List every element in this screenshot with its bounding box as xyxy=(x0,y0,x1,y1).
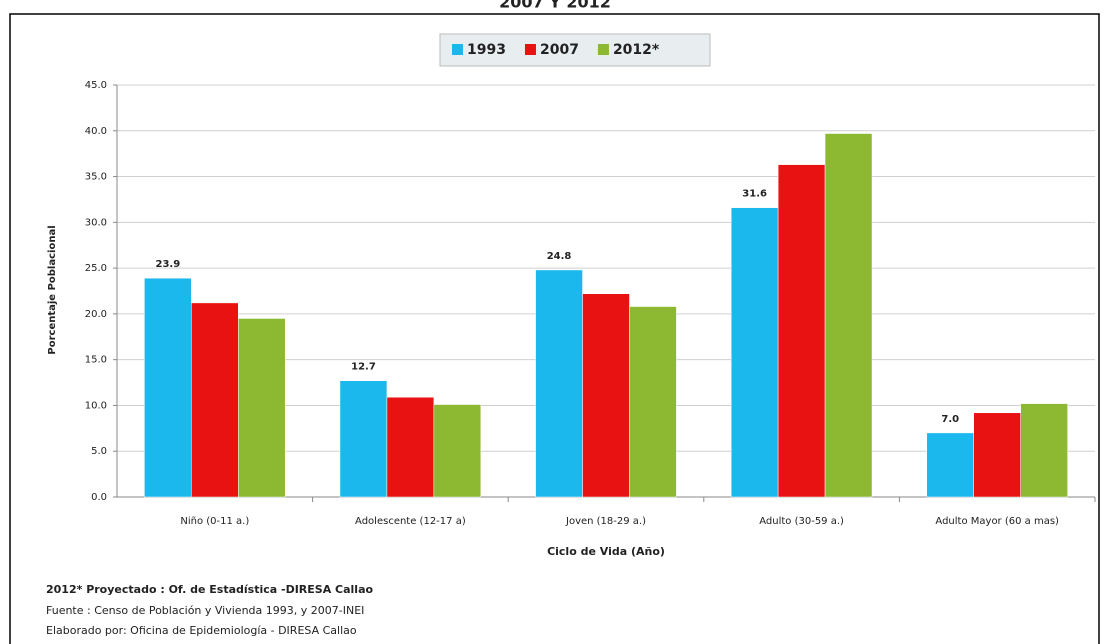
y-tick-label: 0.0 xyxy=(91,492,107,503)
bar xyxy=(191,302,239,498)
chart-title: 2007 Y 2012 xyxy=(499,0,611,12)
bar xyxy=(386,396,435,498)
data-label: 12.7 xyxy=(351,362,376,373)
legend-swatch xyxy=(524,44,536,55)
y-axis-label: Porcentaje Poblacional xyxy=(47,225,58,354)
y-tick-label: 25.0 xyxy=(85,263,107,274)
bar xyxy=(777,164,826,498)
x-tick-label: Joven (18-29 a.) xyxy=(565,516,646,527)
bar xyxy=(339,380,388,498)
data-label: 7.0 xyxy=(941,414,959,425)
y-tick-label: 45.0 xyxy=(85,80,107,91)
note: Fuente : Censo de Población y Vivienda 1… xyxy=(46,604,364,617)
note: 2012* Proyectado : Of. de Estadística -D… xyxy=(46,583,374,596)
legend-swatch xyxy=(452,44,463,55)
data-label: 24.8 xyxy=(547,251,572,262)
bar xyxy=(238,318,286,498)
y-tick-label: 10.0 xyxy=(85,400,107,411)
bar xyxy=(582,293,630,498)
bar xyxy=(629,306,677,498)
y-tick-label: 5.0 xyxy=(91,446,107,457)
data-label: 31.6 xyxy=(742,189,767,200)
bar xyxy=(973,412,1021,498)
x-tick-label: Adulto Mayor (60 a mas) xyxy=(935,516,1059,527)
y-tick-label: 30.0 xyxy=(85,217,107,228)
x-tick-label: Niño (0-11 a.) xyxy=(180,516,249,527)
legend-label: 2012* xyxy=(613,42,660,58)
legend-box xyxy=(439,33,711,67)
x-axis-label: Ciclo de Vida (Año) xyxy=(547,545,665,558)
data-label: 23.9 xyxy=(156,259,181,270)
x-tick-label: Adolescente (12-17 a) xyxy=(355,516,466,527)
legend-label: 1993 xyxy=(467,42,506,58)
y-tick-label: 35.0 xyxy=(85,172,107,183)
y-tick-label: 20.0 xyxy=(85,309,107,320)
bar xyxy=(926,432,974,498)
y-tick-label: 15.0 xyxy=(85,355,107,366)
bar xyxy=(535,269,583,498)
note: Elaborado por: Oficina de Epidemiología … xyxy=(46,624,357,637)
legend-swatch xyxy=(597,44,609,55)
bar xyxy=(824,133,873,498)
bar xyxy=(1020,403,1068,498)
bar xyxy=(730,207,779,498)
bar xyxy=(433,404,482,498)
x-tick-label: Adulto (30-59 a.) xyxy=(759,516,844,527)
bar xyxy=(144,277,192,498)
y-tick-label: 40.0 xyxy=(85,126,107,137)
legend-label: 2007 xyxy=(540,42,579,58)
